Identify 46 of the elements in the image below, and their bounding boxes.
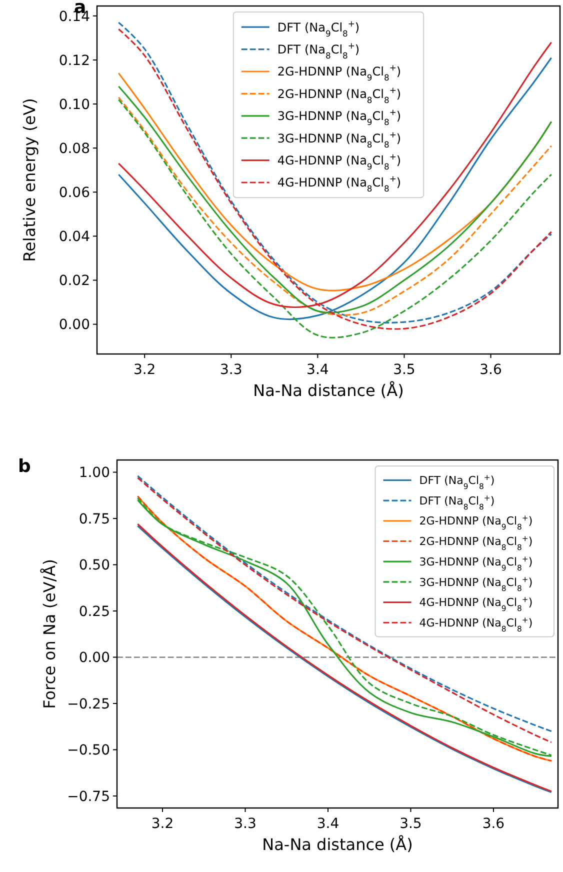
legend-label: 3G-HDNNP (Na$_{9}$Cl$_{8}$$^{+}$) [277, 107, 402, 128]
x-tick-label: 3.6 [480, 362, 502, 378]
legend-label: 3G-HDNNP (Na$_{8}$Cl$_{8}$$^{+}$) [277, 129, 402, 150]
y-tick-label: 0.06 [58, 185, 90, 202]
y-axis-title: Force on Na (eV/Å) [40, 559, 59, 709]
legend-label: 2G-HDNNP (Na$_{8}$Cl$_{8}$$^{+}$) [419, 534, 533, 552]
x-tick-label: 3.5 [400, 816, 422, 832]
legend-label: 4G-HDNNP (Na$_{9}$Cl$_{8}$$^{+}$) [419, 594, 533, 613]
legend-label: 4G-HDNNP (Na$_{8}$Cl$_{8}$$^{+}$) [419, 614, 533, 633]
x-tick-label: 3.3 [220, 362, 242, 378]
chart-title: b [18, 456, 31, 477]
x-tick-label: 3.6 [482, 816, 505, 832]
legend-label: 4G-HDNNP (Na$_{8}$Cl$_{8}$$^{+}$) [277, 174, 402, 194]
y-tick-label: 0.00 [78, 650, 110, 666]
x-tick-label: 3.4 [306, 362, 329, 378]
x-tick-label: 3.5 [393, 362, 416, 378]
legend-label: 4G-HDNNP (Na$_{9}$Cl$_{8}$$^{+}$) [277, 152, 402, 172]
y-tick-label: −0.25 [67, 696, 110, 712]
legend-label: 2G-HDNNP (Na$_{9}$Cl$_{8}$$^{+}$) [419, 513, 533, 532]
legend-label: 3G-HDNNP (Na$_{8}$Cl$_{8}$$^{+}$) [419, 574, 533, 592]
y-tick-label: 0.02 [58, 273, 90, 290]
y-tick-label: 0.08 [58, 140, 90, 157]
x-tick-label: 3.2 [133, 362, 156, 378]
legend-label: DFT (Na$_{9}$Cl$_{8}$$^{+}$) [419, 472, 495, 491]
y-tick-label: 0.25 [78, 604, 110, 620]
y-tick-label: 0.75 [78, 511, 110, 528]
y-tick-label: 0.00 [58, 317, 90, 334]
legend-label: DFT (Na$_{9}$Cl$_{8}$$^{+}$) [277, 18, 360, 38]
y-tick-label: 1.00 [78, 465, 110, 482]
legend-label: 2G-HDNNP (Na$_{8}$Cl$_{8}$$^{+}$) [277, 84, 402, 105]
y-tick-label: 0.10 [58, 96, 90, 113]
x-tick-label: 3.2 [151, 816, 174, 832]
y-tick-label: −0.75 [67, 788, 110, 805]
legend-label: DFT (Na$_{8}$Cl$_{8}$$^{+}$) [277, 40, 360, 60]
y-tick-label: −0.50 [67, 742, 110, 759]
x-axis-title: Na-Na distance (Å) [253, 381, 404, 400]
legend-label: 3G-HDNNP (Na$_{9}$Cl$_{8}$$^{+}$) [419, 554, 533, 572]
x-tick-label: 3.3 [234, 816, 256, 832]
legend-label: DFT (Na$_{8}$Cl$_{8}$$^{+}$) [419, 492, 495, 511]
legend-label: 2G-HDNNP (Na$_{9}$Cl$_{8}$$^{+}$) [277, 62, 402, 83]
y-axis-title: Relative energy (eV) [20, 98, 39, 262]
y-tick-label: 0.50 [78, 558, 110, 574]
x-tick-label: 3.4 [316, 816, 340, 832]
x-axis-title: Na-Na distance (Å) [262, 835, 413, 854]
y-tick-label: 0.12 [58, 52, 90, 69]
y-tick-label: 0.04 [58, 229, 90, 246]
